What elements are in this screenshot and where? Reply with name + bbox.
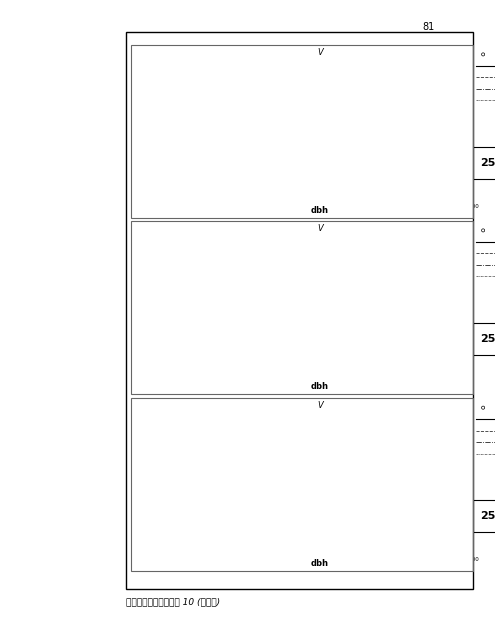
Point bbox=[385, 269, 393, 280]
Text: 2522: 2522 bbox=[480, 158, 495, 168]
Point bbox=[361, 449, 369, 460]
Text: dbh: dbh bbox=[311, 559, 329, 568]
Point bbox=[479, 403, 487, 413]
Point bbox=[225, 520, 233, 530]
Point bbox=[458, 276, 466, 287]
Point bbox=[187, 536, 195, 546]
Text: V: V bbox=[317, 401, 323, 410]
Point bbox=[231, 170, 239, 180]
Point bbox=[229, 352, 237, 362]
Point bbox=[310, 144, 318, 154]
Point bbox=[407, 156, 415, 166]
Text: 2524: 2524 bbox=[480, 511, 495, 522]
Point bbox=[238, 348, 246, 358]
Point bbox=[316, 477, 324, 488]
Point bbox=[195, 184, 202, 194]
Point bbox=[271, 499, 279, 509]
Point bbox=[202, 530, 210, 540]
Point bbox=[301, 486, 309, 497]
Point bbox=[403, 253, 411, 264]
Point bbox=[240, 513, 248, 523]
Text: V: V bbox=[317, 224, 323, 233]
Point bbox=[261, 163, 269, 173]
Point bbox=[170, 189, 178, 199]
Point bbox=[331, 467, 339, 477]
Point bbox=[358, 112, 366, 122]
Point bbox=[377, 439, 385, 449]
Point bbox=[479, 225, 487, 236]
Point bbox=[217, 524, 225, 534]
Point bbox=[479, 49, 487, 60]
Point bbox=[438, 417, 446, 428]
Point bbox=[431, 70, 439, 80]
Point bbox=[177, 186, 185, 196]
Point bbox=[334, 136, 342, 147]
Point bbox=[422, 428, 430, 438]
Point bbox=[183, 361, 191, 371]
Point bbox=[213, 179, 221, 189]
Text: ภาพผนวาที่ 10 (ต่อ): ภาพผนวาที่ 10 (ต่อ) bbox=[126, 597, 220, 606]
Point bbox=[392, 477, 400, 488]
Point bbox=[367, 286, 375, 296]
Point bbox=[172, 541, 180, 551]
Bar bbox=[131, 398, 473, 571]
Point bbox=[286, 152, 294, 163]
Point bbox=[422, 282, 430, 292]
Point bbox=[280, 154, 288, 164]
Point bbox=[225, 172, 233, 182]
Point bbox=[286, 493, 294, 504]
Point bbox=[311, 321, 319, 332]
Point bbox=[201, 182, 209, 192]
Text: dbh: dbh bbox=[311, 206, 329, 215]
Point bbox=[275, 333, 283, 343]
Bar bbox=[131, 221, 473, 394]
Text: 81: 81 bbox=[422, 22, 434, 32]
Point bbox=[255, 506, 263, 516]
Point bbox=[256, 342, 264, 353]
Point bbox=[293, 326, 301, 336]
Point bbox=[201, 356, 209, 367]
Text: dbh: dbh bbox=[311, 382, 329, 391]
Text: V: V bbox=[317, 48, 323, 57]
Text: 2523: 2523 bbox=[480, 334, 495, 344]
Point bbox=[383, 144, 391, 154]
Point bbox=[346, 460, 354, 470]
Point bbox=[255, 165, 263, 175]
Point bbox=[330, 317, 338, 327]
Bar bbox=[131, 45, 473, 218]
Bar bbox=[126, 32, 473, 589]
Point bbox=[174, 364, 182, 374]
Point bbox=[440, 248, 448, 259]
Point bbox=[348, 305, 356, 315]
